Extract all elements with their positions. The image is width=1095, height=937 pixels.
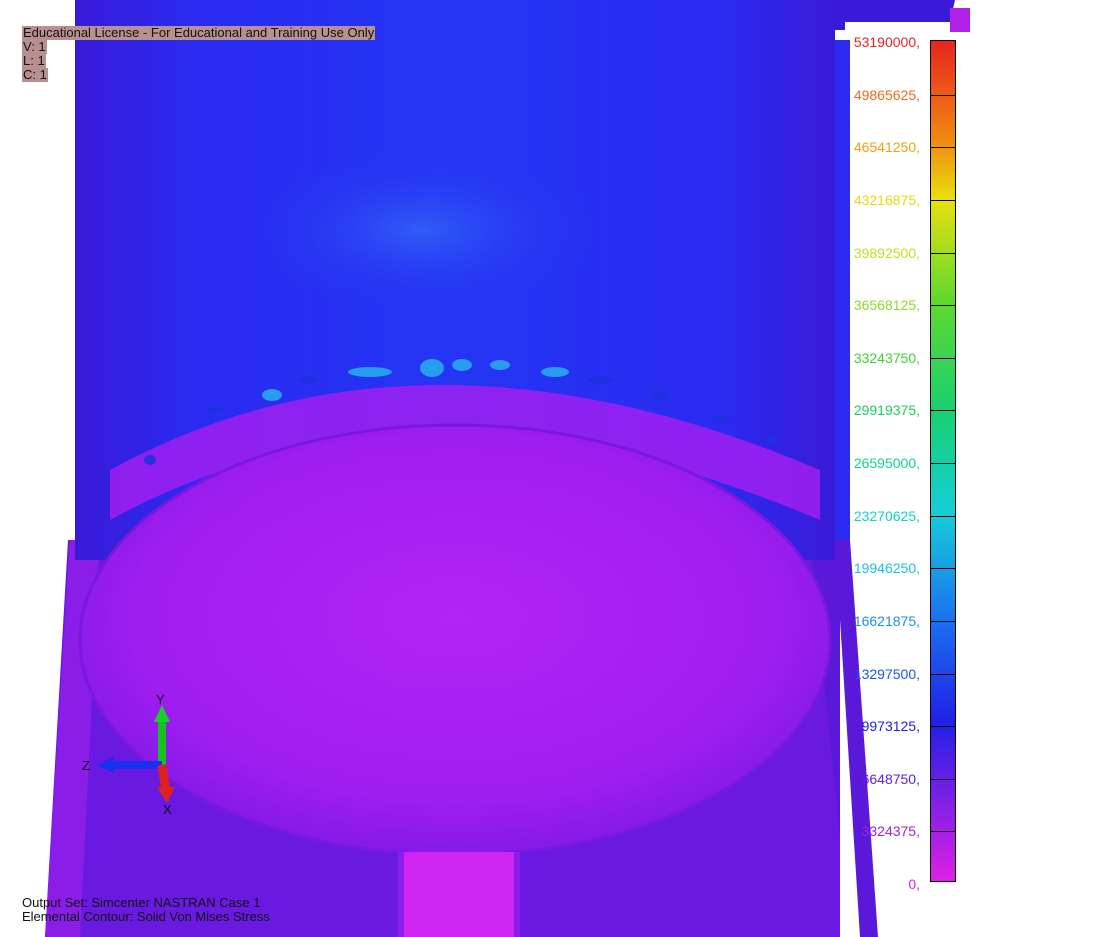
z-axis-label: Z bbox=[82, 758, 90, 773]
legend-color-bar bbox=[930, 40, 956, 882]
license-title: Educational License - For Educational an… bbox=[22, 25, 376, 40]
footer-info: Output Set: Simcenter NASTRAN Case 1 Ele… bbox=[22, 896, 270, 924]
output-set-text: Output Set: Simcenter NASTRAN Case 1 bbox=[22, 895, 261, 910]
view-indicator: V: 1 bbox=[22, 39, 47, 54]
x-axis-label: X bbox=[163, 802, 172, 817]
license-overlay: Educational License - For Educational an… bbox=[22, 25, 376, 82]
color-indicator: C: 1 bbox=[22, 67, 48, 82]
weld-hotspots bbox=[262, 359, 569, 401]
dome-shape bbox=[80, 425, 830, 855]
y-axis-label: Y bbox=[156, 692, 165, 707]
legend-frame bbox=[930, 40, 956, 882]
contour-type-text: Elemental Contour: Solid Von Mises Stres… bbox=[22, 909, 270, 924]
layer-indicator: L: 1 bbox=[22, 53, 46, 68]
nozzle-shape bbox=[398, 852, 520, 937]
axis-triad bbox=[96, 705, 175, 803]
